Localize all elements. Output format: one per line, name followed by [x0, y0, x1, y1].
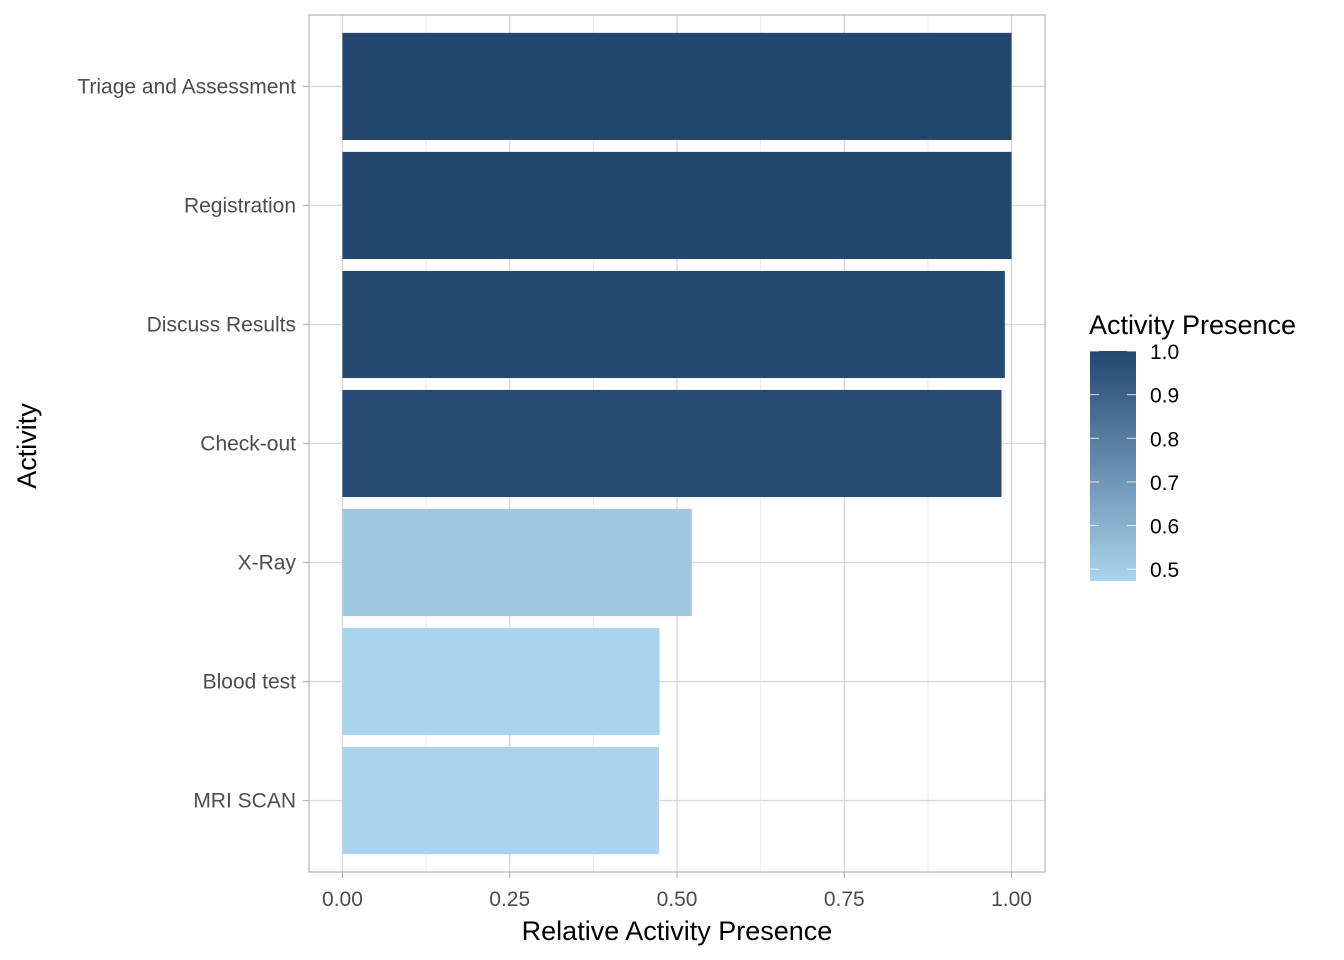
- y-tick-label: Blood test: [203, 671, 297, 694]
- y-axis: Triage and Assessment Registration Discuss…: [77, 75, 309, 813]
- x-axis: 0.00 0.25 0.50 0.75 1.00: [322, 872, 1032, 911]
- x-tick-label: 0.25: [489, 888, 530, 911]
- legend-ticks: 1.0 0.9 0.8 0.7 0.6 0.5: [1090, 341, 1179, 582]
- legend-title: Activity Presence: [1089, 310, 1296, 340]
- y-tick-label: Triage and Assessment: [77, 75, 296, 98]
- x-tick-label: 1.00: [991, 888, 1032, 911]
- bar-blood-test: [342, 627, 660, 736]
- bar-check-out: [342, 389, 1002, 498]
- x-tick-label: 0.50: [657, 888, 698, 911]
- legend-label: 0.8: [1150, 428, 1179, 451]
- x-tick-label: 0.00: [322, 888, 363, 911]
- legend-label: 0.9: [1150, 385, 1179, 408]
- x-axis-title: Relative Activity Presence: [522, 916, 833, 946]
- legend-label: 0.7: [1150, 472, 1179, 495]
- legend-label: 1.0: [1150, 341, 1179, 364]
- bar-discuss-results: [342, 270, 1005, 379]
- y-tick-label: X-Ray: [238, 552, 297, 575]
- legend-label: 0.5: [1150, 559, 1179, 582]
- x-tick-label: 0.75: [824, 888, 865, 911]
- bar-mri-scan: [342, 747, 659, 855]
- bar-registration: [342, 151, 1012, 260]
- bars: [342, 32, 1012, 855]
- legend: Activity Presence 1.0 0.9 0.8 0.7 0.6 0.5: [1089, 310, 1296, 582]
- legend-colorbar: [1090, 351, 1136, 581]
- legend-label: 0.6: [1150, 516, 1179, 539]
- y-tick-label: Discuss Results: [147, 313, 296, 336]
- y-tick-label: MRI SCAN: [193, 790, 296, 813]
- y-tick-label: Check-out: [200, 433, 296, 456]
- bar-x-ray: [342, 508, 692, 617]
- y-tick-label: Registration: [184, 194, 296, 217]
- bar-triage-and-assessment: [342, 32, 1012, 140]
- y-axis-title: Activity: [12, 403, 42, 489]
